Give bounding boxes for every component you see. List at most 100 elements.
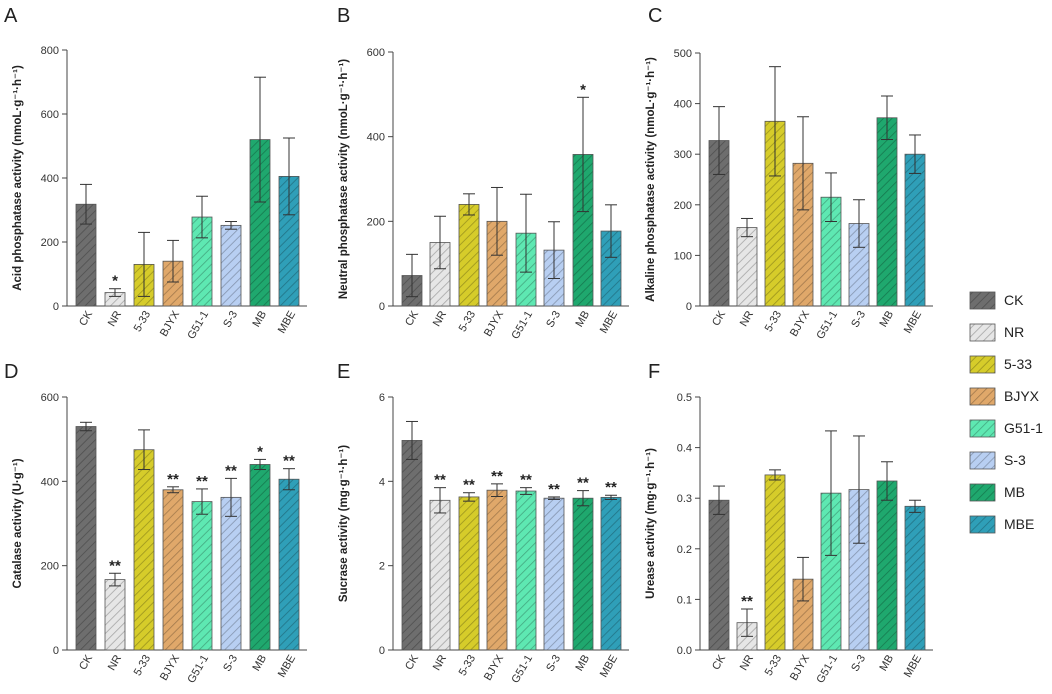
x-tick-label-bjyx: BJYX (158, 308, 182, 338)
legend-swatch (969, 451, 996, 470)
legend-item-mbe: MBE (969, 515, 1034, 534)
x-tick-label-mbe: MBE (276, 653, 298, 680)
x-tick-label-s-3: S-3 (221, 309, 240, 330)
bar-s-3 (220, 496, 242, 651)
y-tick-label: 600 (41, 392, 59, 404)
bar-nr (429, 499, 451, 651)
y-tick-label: 200 (41, 561, 59, 573)
legend-label: MB (1004, 484, 1025, 500)
legend-item-mb: MB (969, 483, 1025, 502)
bar-mbe (904, 153, 926, 307)
x-tick-label-mbe: MBE (276, 309, 298, 336)
y-tick-label: 0 (379, 645, 385, 657)
x-tick-label-nr: NR (431, 653, 449, 673)
bar-ck (75, 426, 97, 651)
y-tick-label: 600 (367, 47, 385, 59)
bar-mbe (904, 505, 926, 651)
significance-mark: ** (577, 475, 589, 492)
y-axis-label: Urease activity (mg·g⁻¹·h⁻¹) (645, 448, 657, 599)
x-tick-label-5-33: 5-33 (457, 653, 478, 678)
significance-mark: ** (491, 468, 503, 485)
significance-mark: ** (283, 453, 295, 470)
x-tick-label-5-33: 5-33 (763, 653, 784, 678)
y-tick-label: 400 (367, 132, 385, 144)
y-tick-label: 0.4 (677, 443, 692, 455)
y-tick-label: 200 (367, 216, 385, 228)
bar-bjyx (486, 489, 508, 651)
significance-mark: ** (605, 479, 617, 496)
y-tick-label: 500 (674, 48, 692, 60)
bar-g51-1 (515, 490, 537, 651)
y-tick-label: 0 (53, 301, 59, 313)
y-tick-label: 800 (41, 45, 59, 57)
x-tick-label-bjyx: BJYX (158, 652, 182, 682)
y-tick-label: 300 (674, 149, 692, 161)
bar-mbe (600, 496, 622, 651)
panel-letter-d: D (4, 361, 18, 383)
y-tick-label: 0.5 (677, 392, 692, 404)
significance-mark: ** (196, 473, 208, 490)
x-tick-label-ck: CK (77, 308, 95, 328)
legend-label: 5-33 (1004, 356, 1032, 372)
y-tick-label: 0 (53, 645, 59, 657)
x-tick-label-bjyx: BJYX (788, 308, 812, 338)
x-tick-label-mb: MB (573, 653, 592, 673)
x-tick-label-5-33: 5-33 (132, 653, 153, 678)
x-tick-label-5-33: 5-33 (132, 309, 153, 334)
x-tick-label-bjyx: BJYX (482, 652, 506, 682)
y-tick-label: 0.0 (677, 645, 692, 657)
y-axis-label: Acid phosphatase activity (nmoL·g⁻¹·h⁻¹) (12, 65, 24, 291)
panel-E: E 0 2 4 6 Sucrase activity (mg·g⁻¹·h⁻¹) CK ** N… (337, 361, 629, 685)
bar-ck (708, 499, 730, 651)
x-tick-label-ck: CK (403, 308, 421, 328)
x-tick-label-nr: NR (106, 653, 124, 673)
panel-letter-b: B (337, 5, 350, 27)
panel-letter-e: E (337, 361, 350, 383)
y-tick-label: 200 (674, 200, 692, 212)
x-tick-label-mbe: MBE (598, 653, 620, 680)
bar-mbe (278, 478, 300, 651)
x-tick-label-s-3: S-3 (849, 309, 868, 330)
y-tick-label: 200 (41, 237, 59, 249)
bar-5-33 (764, 474, 786, 651)
y-axis-label: Sucrase activity (mg·g⁻¹·h⁻¹) (338, 445, 350, 602)
x-tick-label-g51-1: G51-1 (814, 653, 840, 685)
x-tick-label-bjyx: BJYX (482, 308, 506, 338)
bar-5-33 (458, 496, 480, 651)
x-tick-label-ck: CK (710, 652, 728, 672)
significance-mark: ** (167, 471, 179, 488)
x-tick-label-bjyx: BJYX (788, 652, 812, 682)
legend-swatch (969, 483, 996, 502)
bar-s-3 (543, 497, 565, 651)
x-tick-label-s-3: S-3 (544, 309, 563, 330)
chart-b: 0 200 400 600 Neutral phosphatase activity (… (338, 47, 629, 341)
x-tick-label-g51-1: G51-1 (185, 309, 211, 341)
chart-d: 0 200 400 600 Catalase activity (U·g⁻¹) CK ** N… (12, 392, 307, 685)
significance-mark: * (580, 81, 586, 98)
y-tick-label: 4 (379, 476, 385, 488)
significance-mark: ** (548, 481, 560, 498)
x-tick-label-5-33: 5-33 (457, 309, 478, 334)
x-tick-label-mb: MB (250, 653, 269, 673)
x-tick-label-mbe: MBE (902, 653, 924, 680)
x-tick-label-mbe: MBE (902, 309, 924, 336)
legend-label: MBE (1004, 516, 1034, 532)
legend-swatch (969, 323, 996, 342)
bar-mb (876, 117, 898, 307)
bar-mb (572, 497, 594, 651)
x-tick-label-g51-1: G51-1 (185, 653, 211, 685)
panel-B: B 0 200 400 600 Neutral phosphatase activity… (337, 5, 629, 341)
legend-swatch (969, 387, 996, 406)
y-tick-label: 0 (379, 301, 385, 313)
x-tick-label-g51-1: G51-1 (814, 309, 840, 341)
x-tick-label-g51-1: G51-1 (509, 309, 535, 341)
y-tick-label: 6 (379, 392, 385, 404)
legend-item-g51-1: G51-1 (969, 419, 1043, 438)
legend-swatch (969, 355, 996, 374)
panel-D: D 0 200 400 600 Catalase activity (U·g⁻¹) CK *… (4, 361, 307, 685)
significance-mark: * (112, 273, 118, 290)
significance-mark: ** (741, 593, 753, 610)
significance-mark: ** (225, 462, 237, 479)
x-tick-label-mb: MB (877, 309, 896, 329)
